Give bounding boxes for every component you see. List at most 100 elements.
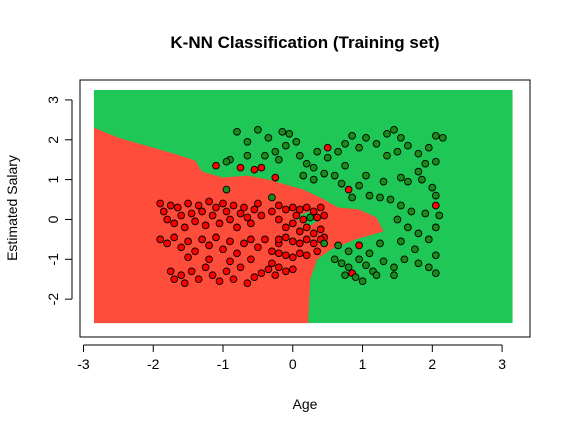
data-point-class-1 (431, 251, 440, 260)
data-point-class-0 (159, 207, 168, 216)
data-point-class-0 (240, 239, 248, 248)
data-point-class-1 (362, 171, 370, 180)
data-point-class-0 (205, 255, 213, 264)
data-point-class-0 (166, 267, 175, 276)
data-point-class-1 (323, 153, 332, 162)
data-point-class-0 (177, 271, 186, 280)
data-point-class-0 (212, 233, 220, 242)
data-point-class-1 (379, 257, 388, 266)
data-point-class-0 (212, 203, 220, 212)
data-point-class-1 (390, 263, 398, 272)
data-point-class-1 (299, 171, 308, 180)
data-point-class-1 (271, 147, 280, 156)
data-point-class-0 (243, 213, 252, 222)
data-point-class-1 (337, 179, 346, 188)
data-point-class-0 (302, 235, 311, 244)
data-point-class-1 (397, 133, 405, 142)
data-point-class-0 (156, 199, 165, 208)
data-point-class-1 (386, 195, 395, 204)
data-point-class-0 (170, 233, 179, 242)
data-point-class-1 (390, 125, 398, 134)
data-point-class-0 (281, 267, 290, 276)
data-point-class-0 (271, 173, 280, 182)
data-point-class-0 (274, 201, 283, 210)
x-tick-label: 1 (359, 356, 367, 372)
data-point-class-1 (351, 273, 360, 282)
data-point-class-0 (170, 219, 179, 228)
data-point-class-0 (323, 143, 332, 152)
data-point-class-0 (355, 241, 363, 250)
y-axis: -2 -1 0 1 2 3 (45, 96, 73, 306)
data-point-class-0 (250, 165, 259, 174)
data-point-class-1 (254, 125, 262, 134)
data-point-class-0 (236, 209, 245, 218)
data-point-class-1 (383, 151, 391, 160)
data-point-class-1 (222, 157, 231, 166)
data-point-class-0 (166, 201, 175, 210)
y-tick-label: 2 (45, 136, 61, 144)
data-point-class-1 (344, 263, 353, 272)
data-point-class-0 (163, 239, 172, 248)
data-point-class-1 (348, 131, 356, 140)
data-point-class-0 (219, 199, 227, 208)
data-point-class-0 (201, 263, 210, 272)
data-point-class-0 (247, 235, 255, 244)
data-point-class-1 (243, 151, 252, 160)
data-point-class-1 (295, 151, 304, 160)
x-tick-label: -3 (77, 356, 90, 372)
data-point-class-1 (424, 235, 433, 244)
data-point-class-0 (295, 249, 304, 258)
data-point-class-1 (418, 175, 426, 184)
data-point-class-1 (365, 191, 374, 200)
data-points (156, 125, 447, 288)
data-point-class-1 (383, 129, 391, 138)
data-point-class-0 (288, 265, 297, 274)
data-point-class-1 (243, 137, 252, 146)
data-point-class-0 (215, 277, 224, 286)
data-point-class-0 (320, 211, 329, 220)
data-point-class-0 (302, 223, 311, 232)
data-point-class-0 (302, 251, 311, 260)
data-point-class-1 (341, 139, 349, 148)
data-point-class-1 (344, 247, 353, 256)
data-point-class-0 (177, 243, 186, 252)
data-point-class-1 (424, 263, 433, 272)
data-point-class-0 (205, 241, 213, 250)
data-point-class-0 (316, 203, 325, 212)
data-point-class-1 (431, 191, 440, 200)
data-point-class-0 (257, 211, 266, 220)
data-point-class-0 (233, 223, 241, 232)
data-point-class-1 (341, 161, 349, 170)
data-point-class-1 (411, 245, 419, 254)
data-point-class-0 (292, 211, 301, 220)
data-point-class-1 (334, 241, 342, 250)
data-point-class-0 (264, 265, 273, 274)
data-point-class-1 (348, 193, 356, 202)
data-point-class-0 (229, 201, 238, 210)
data-point-class-1 (306, 213, 315, 222)
data-point-class-1 (355, 255, 363, 264)
data-point-class-1 (397, 201, 405, 210)
data-point-class-1 (341, 271, 349, 280)
data-point-class-1 (431, 223, 440, 232)
data-point-class-1 (313, 147, 322, 156)
data-point-class-0 (295, 205, 304, 214)
data-point-class-0 (226, 215, 234, 224)
data-point-class-1 (372, 139, 381, 148)
data-point-class-0 (247, 219, 255, 228)
data-point-class-0 (222, 267, 231, 276)
data-point-class-0 (215, 219, 224, 228)
data-point-class-0 (229, 275, 238, 284)
data-point-class-0 (288, 203, 297, 212)
data-point-class-0 (233, 249, 241, 258)
data-point-class-1 (355, 181, 363, 190)
data-point-class-1 (334, 147, 342, 156)
data-point-class-1 (330, 171, 339, 180)
data-point-class-0 (281, 251, 290, 260)
data-point-class-0 (173, 203, 182, 212)
data-point-class-0 (184, 253, 192, 262)
data-point-class-0 (299, 215, 308, 224)
x-tick-label: 3 (498, 356, 506, 372)
data-point-class-0 (313, 213, 322, 222)
y-tick-label: -2 (45, 293, 61, 306)
